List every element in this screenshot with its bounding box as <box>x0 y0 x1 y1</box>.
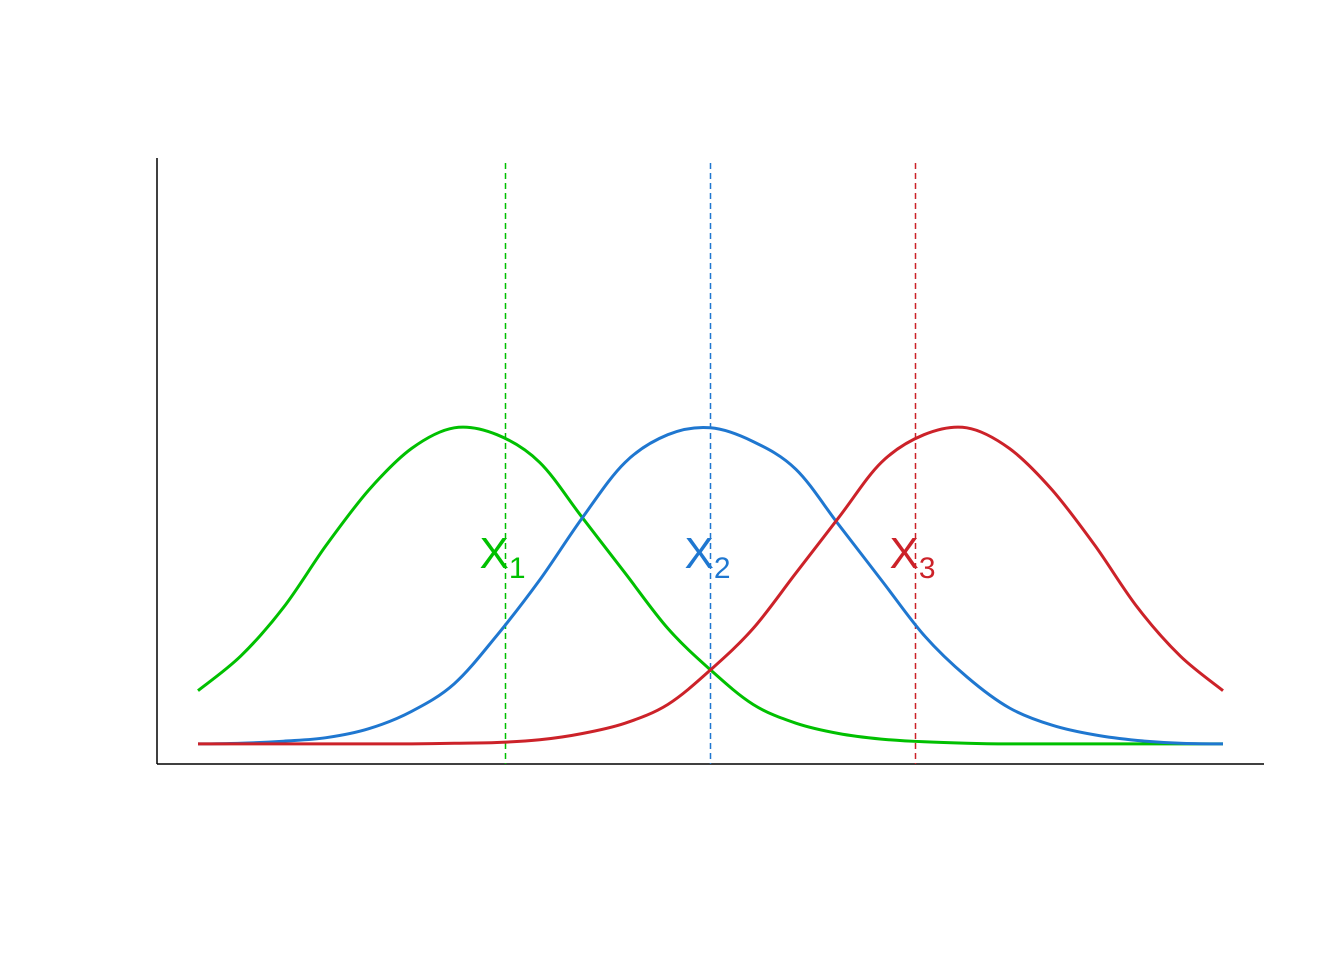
plot-area: X1 X2 X3 <box>197 163 1224 764</box>
density-curve-x1 <box>197 425 1223 746</box>
series-label-x3: X3 <box>890 529 936 585</box>
density-curve-x2 <box>197 426 1224 746</box>
series-label-x1: X1 <box>480 529 526 585</box>
density-curve-x3 <box>198 425 1224 746</box>
series-label-x2: X2 <box>685 529 731 585</box>
